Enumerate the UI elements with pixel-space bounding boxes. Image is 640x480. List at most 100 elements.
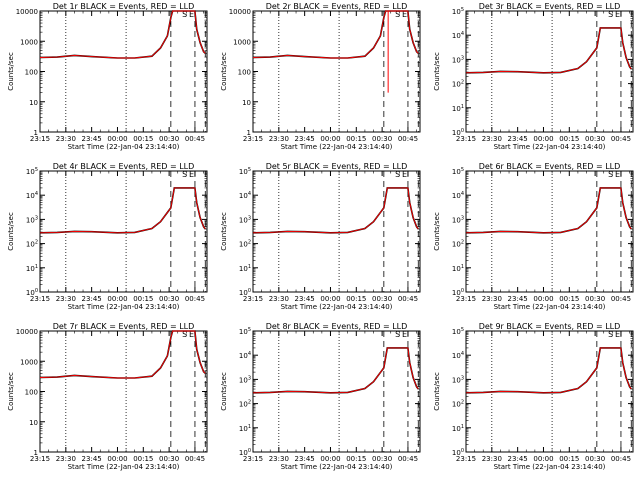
y-tick-label-exponent: 3: [461, 375, 464, 381]
lld-series-line: [39, 330, 206, 379]
panel-6: Det 6r BLACK = Events, RED = LLD10010110…: [433, 162, 634, 311]
events-series-line: [39, 330, 206, 379]
y-tick-label-base: 10: [452, 425, 461, 433]
y-tick-label: 104: [452, 191, 464, 200]
x-tick-label: 23:15: [243, 455, 263, 463]
panel-1: Det 1r BLACK = Events, RED = LLD 1 10 100 10…: [7, 2, 208, 151]
plot-frame: [465, 170, 634, 293]
panel-4: Det 4r BLACK = Events, RED = LLD10010110…: [7, 162, 208, 311]
y-tick-label: 100: [25, 389, 38, 397]
y-axis-label: Counts/sec: [220, 212, 228, 251]
y-tick-label: 1000: [233, 38, 251, 46]
x-tick-label: 00:00: [533, 295, 553, 303]
x-tick-label: 00:45: [185, 455, 205, 463]
y-tick-label-exponent: 3: [35, 215, 38, 221]
y-tick-label-base: 10: [239, 449, 248, 457]
y-tick-label-exponent: 0: [248, 448, 251, 454]
x-tick-label: 00:30: [585, 135, 605, 143]
panel-title: Det 2r BLACK = Events, RED = LLD: [266, 2, 408, 11]
panel-7: Det 7r BLACK = Events, RED = LLD 1 10 100 10…: [7, 322, 208, 471]
x-tick-label: 00:00: [107, 455, 127, 463]
y-tick-label-base: 10: [239, 425, 248, 433]
x-tick-label: 23:15: [30, 455, 50, 463]
y-tick-label: 102: [239, 240, 251, 249]
y-tick-label: 102: [239, 400, 251, 409]
y-tick-label-exponent: 1: [248, 264, 251, 270]
x-tick-label: 23:15: [456, 295, 476, 303]
y-tick-label-base: 10: [452, 105, 461, 113]
x-tick-label: 00:45: [611, 135, 631, 143]
annotation-label: E: [189, 10, 194, 19]
panel-2: Det 2r BLACK = Events, RED = LLD 1 10 100 10…: [220, 2, 421, 151]
y-tick-label-exponent: 2: [461, 240, 464, 246]
annotation-label: S: [395, 170, 400, 179]
x-tick-label: 23:30: [56, 135, 76, 143]
panel-title: Det 7r BLACK = Events, RED = LLD: [53, 322, 195, 331]
x-tick-label: 23:30: [482, 295, 502, 303]
y-tick-label-exponent: 1: [461, 264, 464, 270]
panel-9: Det 9r BLACK = Events, RED = LLD10010110…: [433, 322, 634, 471]
annotation-label: E: [402, 330, 407, 339]
y-tick-label: 101: [239, 424, 251, 433]
y-tick-label: 101: [26, 264, 38, 273]
y-tick-label: 10: [242, 99, 251, 107]
y-tick-label-exponent: 5: [248, 327, 251, 333]
x-tick-label: 00:15: [133, 295, 153, 303]
y-tick-label-base: 10: [239, 241, 248, 249]
x-tick-label: 23:15: [456, 135, 476, 143]
y-tick-label-base: 10: [239, 376, 248, 384]
y-tick-label: 104: [452, 351, 464, 360]
x-tick-label: 23:45: [295, 455, 315, 463]
y-tick-label: 104: [239, 191, 251, 200]
y-tick-label-base: 10: [452, 216, 461, 224]
x-tick-label: 00:15: [559, 135, 579, 143]
plot-frame: [252, 10, 421, 133]
y-tick-label-base: 10: [239, 352, 248, 360]
x-tick-label: 23:45: [82, 295, 102, 303]
events-series-line: [252, 10, 419, 59]
y-tick-label-exponent: 4: [461, 31, 464, 37]
x-tick-label: 00:15: [133, 135, 153, 143]
y-tick-label-exponent: 5: [461, 7, 464, 13]
y-tick-label-exponent: 0: [35, 288, 38, 294]
y-tick-label-base: 10: [452, 32, 461, 40]
panel-title: Det 5r BLACK = Events, RED = LLD: [266, 162, 408, 171]
x-tick-label: 00:15: [559, 455, 579, 463]
y-tick-label-exponent: 2: [35, 240, 38, 246]
x-axis-label: Start Time (22-Jan-04 23:14:40): [494, 303, 606, 311]
y-tick-label: 100: [239, 448, 251, 457]
y-tick-label-exponent: 4: [248, 351, 251, 357]
y-tick-label-base: 10: [239, 289, 248, 297]
x-tick-label: 00:00: [320, 455, 340, 463]
x-tick-label: 00:45: [611, 455, 631, 463]
lld-series-line: [465, 347, 632, 394]
events-series-line: [465, 187, 632, 234]
x-axis-label: Start Time (22-Jan-04 23:14:40): [281, 303, 393, 311]
y-axis-label: Counts/sec: [220, 52, 228, 91]
x-tick-label: 23:30: [482, 135, 502, 143]
y-tick-label-base: 10: [452, 81, 461, 89]
x-tick-label: 00:45: [185, 135, 205, 143]
y-tick-label: 103: [452, 55, 464, 64]
y-axis-label: Counts/sec: [7, 212, 15, 251]
x-axis-label: Start Time (22-Jan-04 23:14:40): [494, 463, 606, 471]
y-tick-label: 10000: [16, 8, 38, 16]
y-tick-label-base: 10: [452, 289, 461, 297]
x-tick-label: 00:45: [611, 295, 631, 303]
annotation-label: E: [189, 170, 194, 179]
x-tick-label: 23:45: [508, 455, 528, 463]
annotation-label: S: [608, 330, 613, 339]
plot-frame: [39, 170, 208, 293]
y-tick-label: 1: [34, 129, 38, 137]
x-tick-label: 23:45: [295, 135, 315, 143]
x-tick-label: 00:15: [346, 135, 366, 143]
y-tick-label: 105: [26, 167, 38, 176]
x-tick-label: 00:15: [559, 295, 579, 303]
annotation-label: S: [182, 330, 187, 339]
y-tick-label-base: 10: [452, 376, 461, 384]
annotation-label: S: [608, 170, 613, 179]
y-tick-label: 104: [239, 351, 251, 360]
y-tick-label: 100: [452, 288, 464, 297]
x-tick-label: 00:30: [585, 455, 605, 463]
y-tick-label-exponent: 3: [248, 375, 251, 381]
